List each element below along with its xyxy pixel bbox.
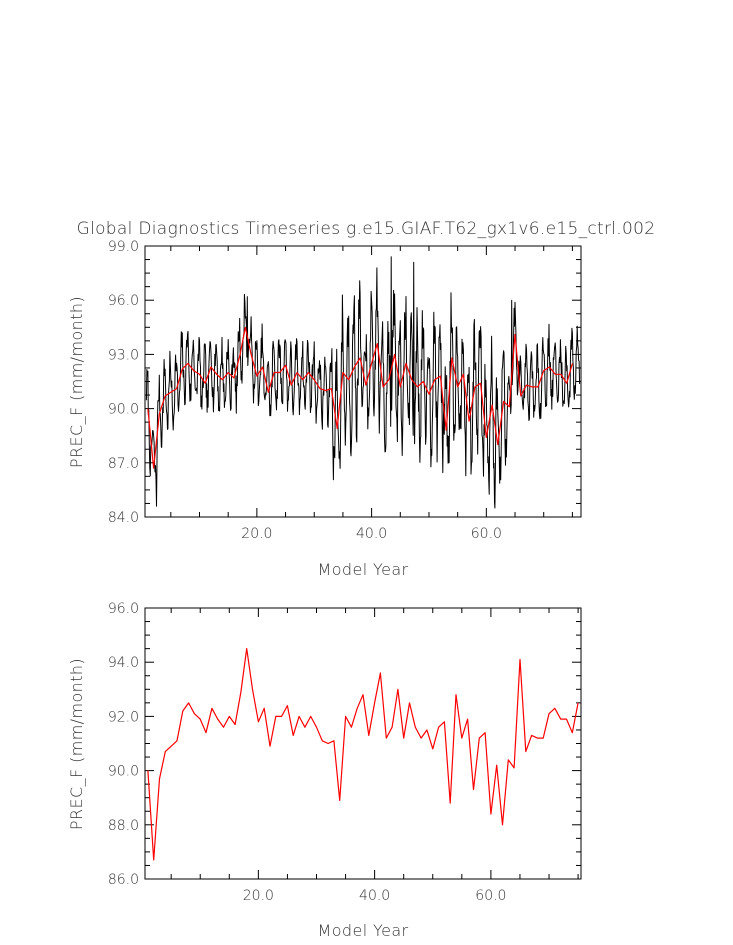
bottom-x-axis-label: Model Year bbox=[318, 921, 409, 940]
top-series bbox=[145, 256, 581, 509]
y-tick-label: 96.0 bbox=[108, 601, 139, 617]
bottom-series bbox=[147, 648, 579, 861]
bottom-tick-labels: 20.0 40.0 60.0 86.0 88.0 90.0 92.0 94.0 96.0 bbox=[108, 601, 507, 904]
y-tick-label: 94.0 bbox=[108, 655, 139, 671]
chart-title: Global Diagnostics Timeseries g.e15.GIAF… bbox=[77, 219, 656, 239]
series-line-annual bbox=[147, 648, 579, 861]
y-tick-label: 86.0 bbox=[108, 872, 139, 888]
top-y-axis-label: PREC_F (mm/month) bbox=[67, 296, 86, 468]
bottom-y-axis-label: PREC_F (mm/month) bbox=[67, 658, 86, 830]
y-tick-label: 96.0 bbox=[108, 293, 139, 309]
y-tick-label: 87.0 bbox=[108, 456, 139, 472]
annual-panel: 20.0 40.0 60.0 86.0 88.0 90.0 92.0 94.0 96.0 PRE… bbox=[67, 601, 582, 940]
y-tick-label: 88.0 bbox=[108, 818, 139, 834]
top-x-axis-label: Model Year bbox=[318, 560, 409, 579]
y-tick-label: 84.0 bbox=[108, 510, 139, 526]
y-tick-label: 92.0 bbox=[108, 709, 139, 725]
top-plot-frame bbox=[144, 245, 582, 518]
bottom-plot-frame bbox=[144, 607, 582, 880]
x-tick-label: 20.0 bbox=[243, 888, 274, 904]
x-tick-label: 60.0 bbox=[475, 888, 506, 904]
x-tick-label: 60.0 bbox=[471, 526, 502, 542]
y-tick-label: 93.0 bbox=[108, 347, 139, 363]
series-line-annual bbox=[147, 326, 573, 469]
top-tick-labels: 20.0 40.0 60.0 84.0 87.0 90.0 93.0 96.0 99.0 bbox=[108, 239, 502, 542]
x-tick-label: 20.0 bbox=[241, 526, 272, 542]
x-tick-label: 40.0 bbox=[356, 526, 387, 542]
y-tick-label: 90.0 bbox=[108, 764, 139, 780]
monthly-panel: 20.0 40.0 60.0 84.0 87.0 90.0 93.0 96.0 99.0 PRE… bbox=[67, 239, 582, 579]
y-tick-label: 99.0 bbox=[108, 239, 139, 255]
y-tick-label: 90.0 bbox=[108, 402, 139, 418]
top-axis-ticks bbox=[145, 245, 581, 518]
x-tick-label: 40.0 bbox=[359, 888, 390, 904]
series-line-monthly bbox=[145, 256, 581, 509]
